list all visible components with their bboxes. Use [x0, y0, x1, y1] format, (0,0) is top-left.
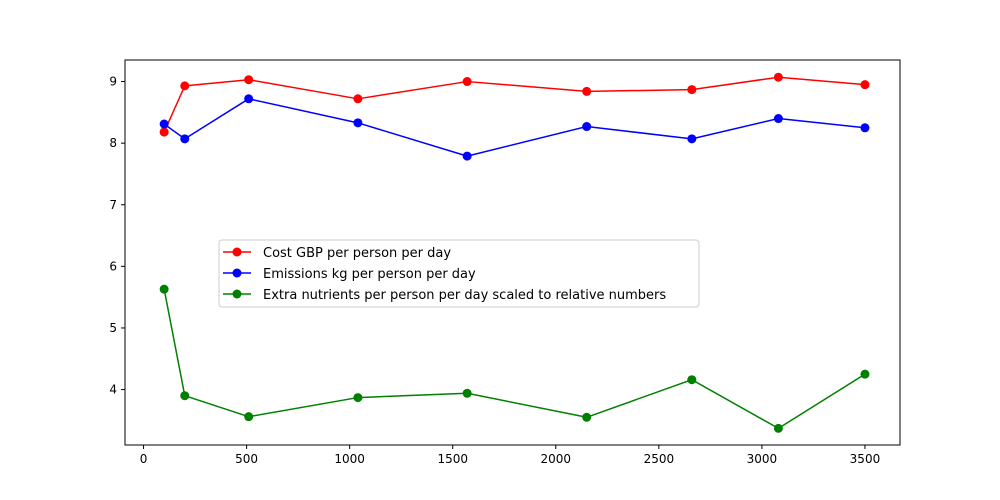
- data-point-1-6: [687, 134, 697, 144]
- data-point-2-4: [462, 388, 472, 398]
- legend-marker-0: [232, 247, 242, 257]
- data-point-0-1: [180, 81, 190, 91]
- x-tick-label-0: 0: [140, 452, 148, 466]
- data-point-1-3: [353, 118, 363, 128]
- data-point-0-2: [244, 75, 254, 85]
- series-line-0: [163, 76, 866, 133]
- data-point-0-0: [159, 127, 169, 137]
- data-point-2-2: [244, 412, 254, 422]
- data-point-0-5: [582, 86, 592, 96]
- x-tick-label-3: 1500: [437, 452, 468, 466]
- x-tick-label-5: 2500: [644, 452, 675, 466]
- legend: Cost GBP per person per day Emissions kg …: [218, 239, 700, 308]
- data-point-0-3: [353, 94, 363, 104]
- series-line-1: [163, 98, 866, 157]
- data-point-1-1: [180, 134, 190, 144]
- x-tick-label-6: 3000: [747, 452, 778, 466]
- y-tick-label-2: 6: [109, 259, 117, 273]
- data-point-0-4: [462, 77, 472, 87]
- data-point-1-8: [860, 123, 870, 133]
- series-0: [159, 72, 870, 137]
- axes-layer: 0 500 1000 1500 2000 2500 3000 3500 4 5 6 7 8 9: [109, 59, 901, 466]
- x-tick-label-7: 3500: [850, 452, 881, 466]
- data-point-2-0: [159, 284, 169, 294]
- legend-marker-1: [232, 268, 242, 278]
- x-tick-label-4: 2000: [541, 452, 572, 466]
- legend-label-1: Emissions kg per person per day: [263, 267, 476, 282]
- data-point-2-5: [582, 412, 592, 422]
- y-tick-label-5: 9: [109, 75, 117, 89]
- y-tick-label-4: 8: [109, 136, 117, 150]
- x-tick-label-1: 500: [235, 452, 258, 466]
- series-layer: [159, 72, 870, 433]
- data-point-2-8: [860, 369, 870, 379]
- plot-frame: [124, 59, 901, 446]
- data-point-1-0: [159, 119, 169, 129]
- data-point-2-3: [353, 393, 363, 403]
- y-tick-label-1: 5: [109, 321, 117, 335]
- data-point-2-7: [773, 423, 783, 433]
- x-tick-label-2: 1000: [334, 452, 365, 466]
- data-point-2-1: [180, 391, 190, 401]
- data-point-1-4: [462, 151, 472, 161]
- data-point-1-5: [582, 122, 592, 132]
- data-point-0-8: [860, 80, 870, 90]
- y-tick-label-0: 4: [109, 383, 117, 397]
- legend-label-0: Cost GBP per person per day: [263, 246, 451, 261]
- y-tick-label-3: 7: [109, 198, 117, 212]
- data-point-2-6: [687, 375, 697, 385]
- series-1: [159, 94, 870, 161]
- series-2: [159, 284, 870, 433]
- data-point-0-6: [687, 85, 697, 95]
- data-point-1-7: [773, 114, 783, 124]
- series-line-2: [163, 289, 866, 430]
- legend-box: [218, 239, 700, 308]
- legend-label-2: Extra nutrients per person per day scale…: [263, 288, 666, 303]
- legend-marker-2: [232, 289, 242, 299]
- data-point-0-7: [773, 72, 783, 82]
- data-point-1-2: [244, 94, 254, 104]
